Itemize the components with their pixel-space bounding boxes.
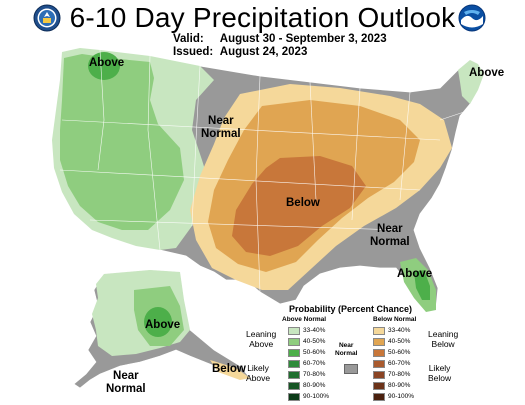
below-swatch — [373, 381, 385, 390]
above-swatch-label: 60-70% — [303, 360, 326, 367]
below-legend-row: 90-100% — [373, 392, 414, 401]
below-swatch — [373, 359, 385, 368]
above-swatch — [288, 326, 300, 335]
below-legend-row: 40-50% — [373, 337, 410, 346]
below-legend-row: 80-90% — [373, 381, 410, 390]
above-swatch-label: 70-80% — [303, 371, 326, 378]
above-legend-row: 70-80% — [288, 370, 325, 379]
alaska-above-dark — [144, 307, 172, 337]
legend-above-header: Above Normal — [282, 316, 327, 323]
page-title: 6-10 Day Precipitation Outlook — [69, 2, 456, 33]
label-below-aleutians: Below — [212, 363, 246, 375]
above-west-dark — [88, 52, 120, 80]
valid-label: Valid: — [173, 33, 204, 45]
below-swatch-label: 80-90% — [388, 382, 411, 389]
label-above-florida: Above — [397, 268, 433, 280]
legend-likely-below: Likely Below — [428, 363, 452, 383]
below-swatch-label: 50-60% — [388, 349, 411, 356]
legend-likely-above: Likely Above — [246, 363, 271, 383]
above-legend-row: 80-90% — [288, 381, 325, 390]
above-swatch-label: 50-60% — [303, 349, 326, 356]
above-swatch — [288, 370, 300, 379]
above-swatch — [288, 348, 300, 357]
valid-value: August 30 - September 3, 2023 — [219, 33, 387, 45]
above-legend-row: 50-60% — [288, 348, 325, 357]
below-dark — [232, 156, 366, 256]
legend-near-normal-header: Near Normal — [335, 342, 358, 357]
label-near-normal-north: Near Normal — [201, 115, 241, 140]
above-swatch — [288, 392, 300, 401]
below-swatch — [373, 392, 385, 401]
above-legend-row: 33-40% — [288, 326, 325, 335]
issued-row: Issued: August 24, 2023 — [173, 46, 387, 59]
below-swatch-label: 60-70% — [388, 360, 411, 367]
legend-title: Probability (Percent Chance) — [289, 304, 413, 314]
date-info: Valid: August 30 - September 3, 2023 Iss… — [173, 33, 387, 59]
noaa-logo-icon — [458, 4, 486, 32]
above-legend-row: 60-70% — [288, 359, 325, 368]
above-swatch — [288, 359, 300, 368]
label-above-northeast: Above — [469, 67, 505, 79]
state-boundaries — [59, 49, 471, 293]
below-legend-row: 70-80% — [373, 370, 410, 379]
legend-leaning-below: Leaning Below — [428, 329, 459, 349]
legend-near-normal-swatch — [344, 364, 358, 374]
label-near-normal-southeast: Near Normal — [370, 223, 410, 248]
label-above-northwest: Above — [89, 57, 125, 69]
valid-row: Valid: August 30 - September 3, 2023 — [173, 33, 387, 46]
below-swatch — [373, 370, 385, 379]
above-florida-dark — [414, 270, 430, 300]
above-swatch-label: 40-50% — [303, 338, 326, 345]
label-near-normal-alaska: Near Normal — [106, 370, 146, 395]
below-legend-row: 50-60% — [373, 348, 410, 357]
above-legend-row: 90-100% — [288, 392, 329, 401]
above-swatch — [288, 381, 300, 390]
below-swatch-label: 90-100% — [388, 393, 415, 400]
below-swatch — [373, 326, 385, 335]
above-swatch-label: 90-100% — [303, 393, 330, 400]
legend-below-header: Below Normal — [373, 316, 417, 323]
doc-seal-icon — [33, 4, 61, 32]
below-legend-row: 33-40% — [373, 326, 410, 335]
label-above-alaska: Above — [145, 319, 181, 331]
above-swatch-label: 80-90% — [303, 382, 326, 389]
above-swatch-label: 33-40% — [303, 327, 326, 334]
above-northeast — [458, 60, 484, 104]
label-below-central: Below — [286, 197, 320, 209]
below-swatch-label: 70-80% — [388, 371, 411, 378]
above-west-medium — [60, 54, 184, 230]
above-swatch — [288, 337, 300, 346]
legend-leaning-above: Leaning Above — [246, 329, 277, 349]
issued-label: Issued: — [173, 46, 214, 58]
below-swatch — [373, 337, 385, 346]
below-legend-row: 60-70% — [373, 359, 410, 368]
below-swatch — [373, 348, 385, 357]
alaska-panhandle-below — [210, 360, 250, 380]
issued-value: August 24, 2023 — [219, 46, 308, 58]
below-swatch-label: 40-50% — [388, 338, 411, 345]
above-legend-row: 40-50% — [288, 337, 325, 346]
below-swatch-label: 33-40% — [388, 327, 411, 334]
